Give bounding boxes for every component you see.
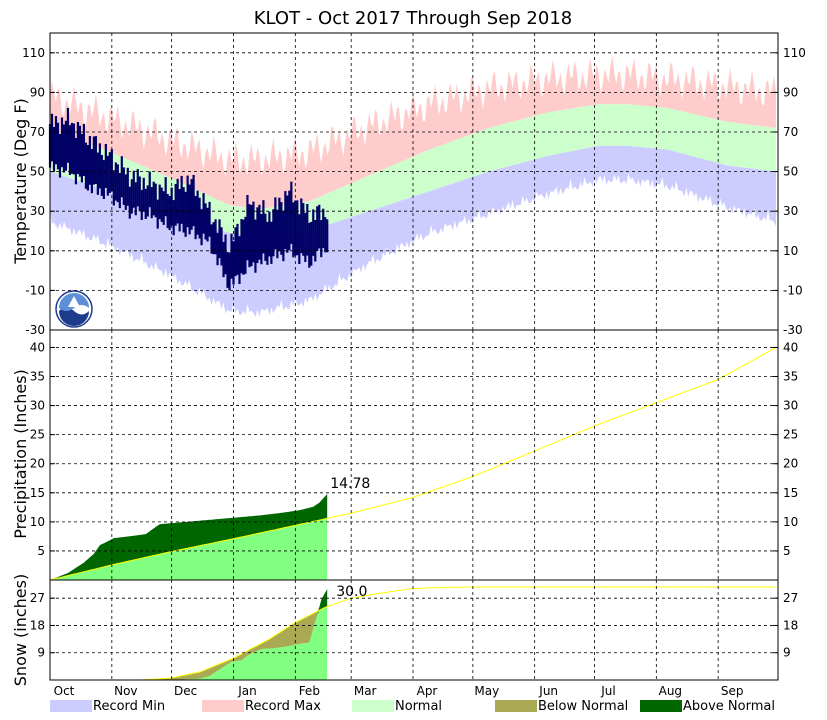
month-label: Sep (721, 684, 744, 698)
y-tick-label-left: 25 (30, 428, 45, 442)
y-tick-label-left: 50 (30, 165, 45, 179)
y-tick-label-right: 110 (783, 46, 806, 60)
legend-label: Record Min (93, 699, 165, 714)
month-label: Oct (54, 684, 75, 698)
y-tick-label-right: 20 (783, 457, 798, 471)
month-label: Nov (114, 684, 137, 698)
legend-swatch (352, 700, 394, 712)
month-labels: Oct Nov Dec Jan Feb Mar Apr May Jun Jul Aug Sep (54, 684, 744, 698)
y-tick-label-left: -30 (25, 323, 45, 337)
precipitation-total-label: 14.78 (330, 476, 370, 492)
legend-label: Record Max (245, 699, 321, 714)
y-tick-label-right: 40 (783, 340, 798, 354)
y-tick-label-left: 70 (30, 125, 45, 139)
snow-axis-label: Snow (inches) (11, 574, 30, 686)
temperature-axis-label: Temperature (Deg F) (11, 98, 30, 265)
snow-total-label: 30.0 (336, 584, 367, 600)
y-tick-label-right: 50 (783, 165, 798, 179)
y-tick-label-left: 27 (30, 591, 45, 605)
legend-label: Normal (395, 699, 442, 714)
precip-normal-line (49, 346, 777, 581)
y-tick-label-right: 10 (783, 515, 798, 529)
temperature-panel: -30 -30 -10 -10 10 10 30 30 50 50 70 70 90 90 110 110 T… (11, 33, 806, 337)
y-tick-label-left: 10 (30, 515, 45, 529)
y-tick-label-right: 9 (783, 646, 791, 660)
y-tick-label-right: 25 (783, 428, 798, 442)
month-label: Apr (417, 684, 438, 698)
legend-label: Below Normal (538, 699, 628, 714)
y-tick-label-right: 18 (783, 618, 798, 632)
y-tick-label-left: 110 (22, 46, 45, 60)
y-tick-label-right: 70 (783, 125, 798, 139)
legend-swatch (50, 700, 92, 712)
chart-title: KLOT - Oct 2017 Through Sep 2018 (254, 8, 573, 29)
precip-above-normal (50, 494, 328, 580)
y-tick-label-right: 10 (783, 244, 798, 258)
y-tick-label-left: 10 (30, 244, 45, 258)
y-tick-label-right: 90 (783, 85, 798, 99)
legend-swatch (640, 700, 682, 712)
noaa-logo (55, 290, 93, 328)
snow-panel: 9 9 18 18 27 27 Snow (inches) 30.0 (11, 574, 798, 686)
y-tick-label-right: 30 (783, 204, 798, 218)
snow-observed-fill (50, 606, 328, 680)
month-label: Jun (538, 684, 558, 698)
y-tick-label-left: 15 (30, 486, 45, 500)
legend-swatch (202, 700, 244, 712)
legend: Record Min Record Max Normal Below Normal Ab… (50, 699, 775, 714)
y-tick-label-left: 30 (30, 399, 45, 413)
legend-label: Above Normal (683, 699, 775, 714)
y-tick-label-left: 30 (30, 204, 45, 218)
month-label: May (474, 684, 499, 698)
y-tick-label-right: 15 (783, 486, 798, 500)
precipitation-axis-label: Precipitation (Inches) (11, 369, 30, 539)
y-tick-label-left: 20 (30, 457, 45, 471)
y-tick-label-left: 5 (37, 544, 45, 558)
y-tick-label-right: -10 (783, 283, 803, 297)
y-tick-label-right: -30 (783, 323, 803, 337)
snow-frame (49, 579, 779, 681)
month-label: Dec (174, 684, 197, 698)
month-label: Feb (299, 684, 320, 698)
legend-swatch (495, 700, 537, 712)
y-tick-label-left: 90 (30, 85, 45, 99)
y-tick-label-right: 30 (783, 399, 798, 413)
y-tick-label-right: 35 (783, 370, 798, 384)
y-tick-label-right: 5 (783, 544, 791, 558)
panel-frames (49, 32, 779, 681)
month-label: Jul (600, 684, 615, 698)
month-label: Jan (237, 684, 257, 698)
y-tick-label-left: 35 (30, 370, 45, 384)
y-tick-label-right: 27 (783, 591, 798, 605)
precipitation-panel: 5 5 10 10 15 15 20 20 25 25 30 30 35 35 40 40 Precipita… (11, 330, 798, 581)
month-label: Mar (354, 684, 377, 698)
month-label: Aug (659, 684, 682, 698)
y-tick-label-left: -10 (25, 283, 45, 297)
y-tick-label-left: 9 (37, 646, 45, 660)
y-tick-label-left: 40 (30, 340, 45, 354)
y-tick-label-left: 18 (30, 618, 45, 632)
